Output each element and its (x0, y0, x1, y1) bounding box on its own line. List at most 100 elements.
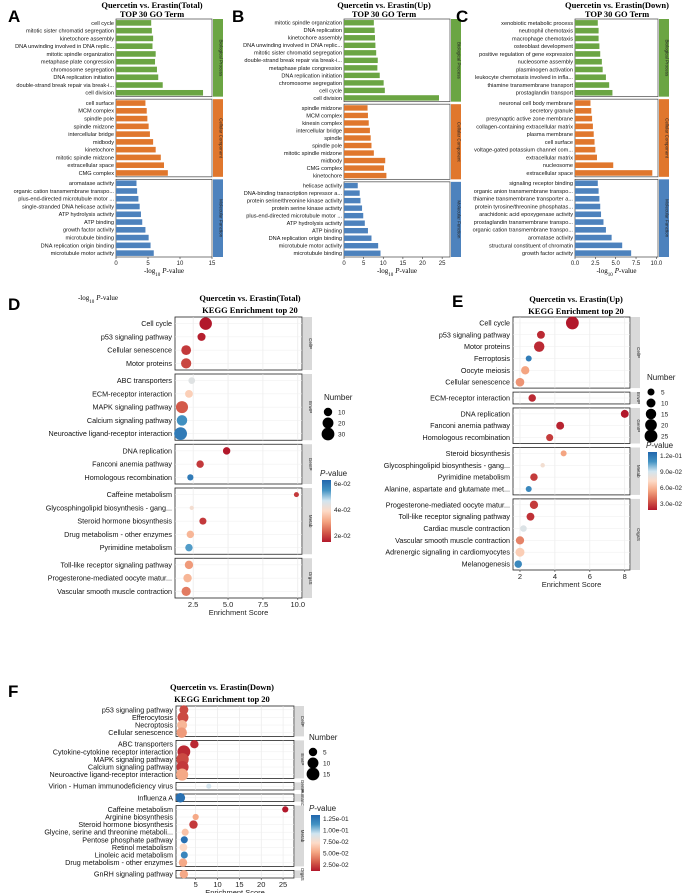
bar (116, 89, 204, 96)
chart-title: Quercetin vs. Erastin(Total) (199, 293, 300, 303)
size-legend-dot (307, 757, 319, 769)
category-label: aromatase activity (528, 235, 573, 241)
bar (575, 100, 591, 106)
size-legend-label: 25 (661, 433, 669, 440)
bar (116, 66, 157, 73)
dot (197, 332, 206, 341)
x-tick-label: 2 (518, 572, 522, 581)
color-legend-label: 9.0e-02 (660, 469, 682, 476)
category-label: plus-end-directed microtubule motor ... (246, 214, 342, 220)
bar (344, 27, 375, 33)
dot (181, 828, 189, 836)
bar (116, 170, 168, 176)
bar (575, 35, 599, 42)
bar (344, 87, 385, 94)
dot (179, 843, 188, 852)
category-label: presynaptic active zone membrane (486, 116, 573, 122)
bar (575, 211, 602, 218)
pathway-label: Homologous recombination (85, 473, 173, 482)
bar (344, 190, 360, 196)
dot (515, 547, 525, 557)
dot (179, 869, 189, 879)
bar (344, 227, 368, 234)
bar (344, 112, 368, 119)
pathway-label: ABC transporters (118, 740, 174, 749)
category-label: growth factor activity (63, 228, 114, 234)
pathway-label: Virion - Human immunodeficiency virus (49, 782, 174, 791)
category-label: neutrophil chemotaxis (519, 29, 574, 35)
category-label: extracellular space (526, 171, 573, 177)
pathway-label: Linoleic acid metabolism (95, 851, 173, 860)
group-label: GenIP (636, 419, 641, 432)
bar (575, 139, 595, 145)
size-legend-dot (321, 427, 335, 441)
x-tick-label: 6 (588, 572, 592, 581)
panel-label: F (8, 682, 18, 701)
pathway-label: DNA replication (122, 446, 172, 455)
category-label: organic cation transmembrane transpo... (14, 189, 115, 195)
bar (575, 203, 601, 210)
bar (575, 20, 598, 26)
category-label: nucleosome assembly (518, 60, 574, 66)
bar (344, 205, 363, 211)
bar (575, 188, 599, 194)
category-label: growth factor activity (522, 251, 573, 257)
category-label: organic cation transmembrane transpo... (473, 228, 574, 234)
bar (116, 227, 146, 233)
size-legend-dot (644, 429, 658, 443)
pathway-label: Retinol metabolism (112, 843, 173, 852)
chart-title: Quercetin vs. Erastin(Up) (529, 294, 623, 304)
pathway-label: Steroid hormone biosynthesis (78, 820, 173, 829)
pathway-label: Caffeine metabolism (107, 490, 172, 499)
x-axis-label: Enrichment Score (542, 580, 602, 589)
dot (525, 485, 532, 492)
category-label: mitotic spindle organization (275, 21, 342, 27)
dot (174, 427, 187, 441)
category-label: spindle midzone (74, 124, 114, 130)
bar (344, 172, 387, 179)
bar (116, 219, 143, 225)
panel-b: B Quercetin vs. Erastin(Up)TOP 30 GO Term… (232, 0, 462, 278)
category-label: ATP binding (84, 220, 114, 226)
bar (575, 154, 597, 161)
pathway-label: Motor proteins (464, 342, 510, 351)
x-tick-label: 25 (439, 261, 446, 267)
bar (116, 131, 150, 137)
bar (116, 203, 140, 210)
chart-subtitle: TOP 30 GO Term (120, 9, 184, 19)
category-label: metaphase plate congression (269, 66, 342, 72)
x-tick-label: 20 (257, 880, 265, 889)
color-legend-label: 6e-02 (334, 481, 351, 488)
dot (192, 813, 199, 821)
category-label: arachidonic acid epoxygenase activity (479, 212, 573, 218)
group-label: Metab (300, 830, 305, 843)
pathway-label: Glycosphingolipid biosynthesis - gang... (384, 461, 510, 470)
category-label: mitotic spindle midzone (284, 151, 342, 157)
color-legend-label: 2e-02 (334, 533, 351, 540)
bar (575, 66, 603, 73)
category-label: DNA replication (303, 28, 342, 34)
group-strip (213, 99, 223, 177)
category-label: cell division (85, 91, 114, 97)
size-legend-label: 10 (338, 409, 346, 416)
color-bar (648, 452, 657, 510)
dot (620, 409, 629, 418)
bar (344, 182, 358, 189)
panel-a: A Quercetin vs. Erastin(Total)TOP 30 GO T… (8, 0, 224, 278)
x-tick-label: 15 (400, 261, 407, 267)
bar (116, 234, 149, 241)
category-label: microtubule binding (65, 235, 114, 241)
color-legend-label: 1.2e-01 (660, 453, 682, 460)
category-label: helicase activity (303, 183, 342, 189)
group-label: OrgsS (636, 528, 641, 541)
color-legend-title: P-value (309, 804, 337, 813)
x-tick-label: 0 (342, 261, 346, 267)
group-strip (631, 407, 640, 444)
x-tick-label: 15 (209, 261, 216, 267)
pathway-label: Toll-like receptor signaling pathway (61, 560, 173, 569)
pathway-label: Steroid biosynthesis (446, 449, 511, 458)
pathway-label: Calcium signaling pathway (87, 416, 173, 425)
panel-label: C (456, 7, 468, 26)
category-label: DNA replication initiation (53, 75, 114, 81)
category-label: spindle (324, 136, 342, 142)
